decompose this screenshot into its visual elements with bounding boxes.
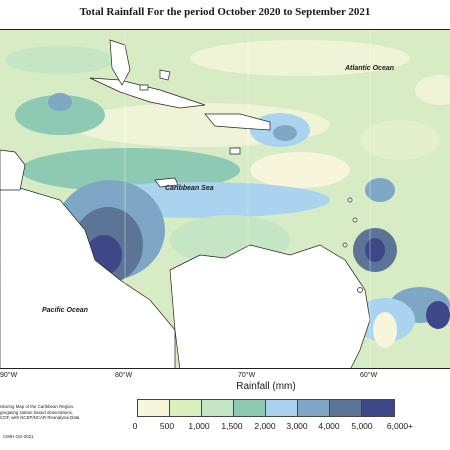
legend-tick: 1,500	[221, 421, 243, 431]
legend-tick-labels: 0 500 1,000 1,500 2,000 3,000 4,000 5,00…	[0, 421, 450, 433]
map-credit: CIMH Oct-2021	[3, 434, 34, 439]
legend-swatch-0-500	[138, 400, 170, 416]
legend-title: Rainfall (mm)	[236, 381, 296, 392]
legend-swatch-3000-4000	[298, 400, 330, 416]
legend-swatch-4000-5000	[330, 400, 362, 416]
land-mask	[0, 149, 371, 368]
legend-swatch-1500-2000	[234, 400, 266, 416]
legend-tick: 4,000	[318, 421, 340, 431]
legend-tick: 1,000	[188, 421, 210, 431]
longitude-label-70w: 70°W	[238, 372, 256, 379]
legend-tick: 500	[159, 421, 175, 431]
legend-swatch-500-1000	[170, 400, 202, 416]
pacific-ocean-label: Pacific Ocean	[42, 307, 88, 314]
legend-tick: 2,000	[254, 421, 276, 431]
longitude-label-60w: 60°W	[360, 372, 378, 379]
longitude-label-90w: 90°W	[0, 372, 18, 379]
map-title: Total Rainfall For the period October 20…	[79, 6, 371, 18]
atlantic-ocean-label: Atlantic Ocean	[344, 65, 394, 72]
footnote-line: nitoring Map of the Caribbean Region.	[0, 404, 75, 409]
footnote-line: gregating station based observations,	[0, 409, 73, 415]
legend-tick: 5,000	[351, 421, 373, 431]
legend-tick: 0	[132, 421, 138, 431]
rainfall-map: Atlantic Ocean Caribbean Sea Pacific Oce…	[0, 29, 450, 369]
footnote-line: COF, with NCEP/NCAR Reanalysis Data	[0, 415, 80, 421]
map-footnote: nitoring Map of the Caribbean Region. gr…	[0, 404, 128, 421]
legend-tick: 3,000	[286, 421, 308, 431]
gridlines	[124, 30, 371, 368]
legend-color-bar	[137, 399, 395, 417]
legend-swatch-1000-1500	[202, 400, 234, 416]
legend-swatch-2000-3000	[266, 400, 298, 416]
longitude-label-80w: 80°W	[115, 372, 133, 379]
legend-tick: 6,000+	[386, 421, 414, 431]
legend-swatch-5000-6000	[362, 400, 394, 416]
caribbean-sea-label: Caribbean Sea	[165, 185, 214, 192]
